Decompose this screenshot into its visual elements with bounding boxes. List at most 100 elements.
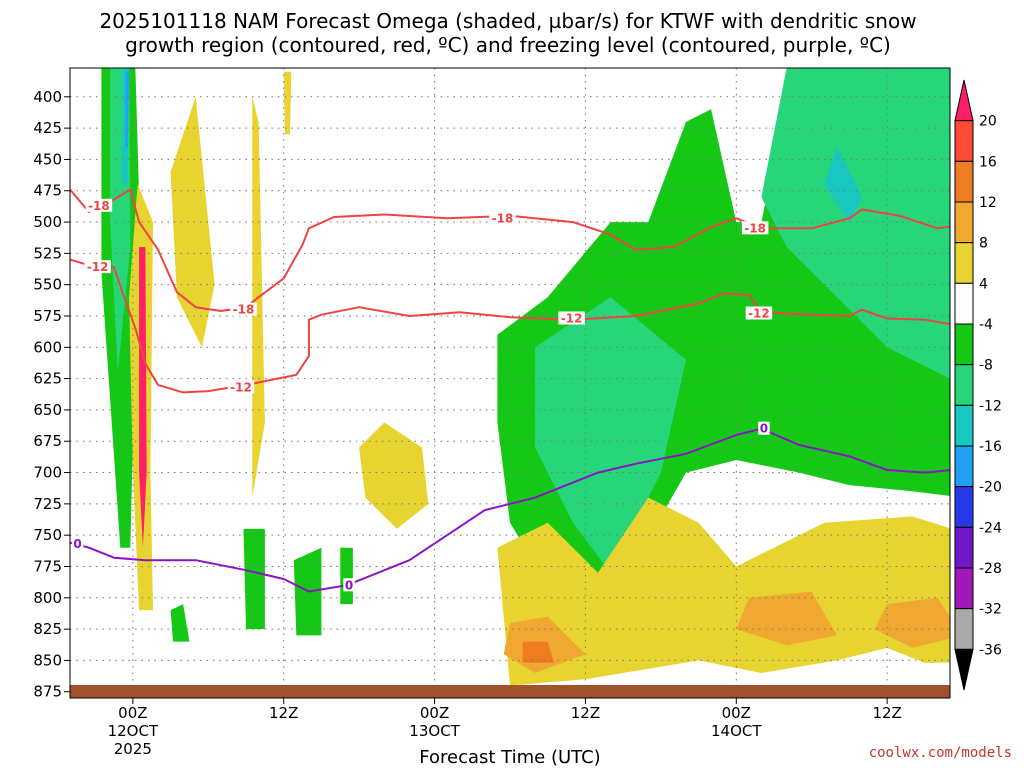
- colorbar-segment: [954, 404, 974, 447]
- contour-label: -12: [558, 311, 585, 325]
- chart-title-line-2: growth region (contoured, red, ºC) and f…: [125, 33, 891, 57]
- colorbar-label: -24: [979, 520, 1002, 536]
- contour-label: -18: [230, 302, 257, 317]
- y-tick-label: 675: [33, 432, 62, 450]
- colorbar-label: 4: [979, 276, 988, 292]
- svg-text:-12: -12: [87, 260, 109, 274]
- omega-region-21: [736, 591, 837, 646]
- omega-region-22: [874, 597, 950, 648]
- contour-label: -12: [745, 306, 773, 320]
- freezing-level-contour: [70, 427, 950, 593]
- y-tick-label: 425: [33, 119, 62, 137]
- y-tick-label: 775: [33, 557, 62, 575]
- colorbar-segment: [954, 120, 974, 162]
- x-tick-label: 00Z: [722, 704, 751, 722]
- colorbar-segment: [954, 79, 974, 122]
- colorbar-segment: [954, 526, 974, 569]
- omega-region-16: [535, 297, 686, 573]
- omega-region-12: [340, 547, 353, 605]
- x-tick-label: 12Z: [571, 704, 600, 722]
- colorbar-segment: [954, 648, 974, 691]
- y-tick-label: 700: [33, 464, 62, 482]
- omega-region-5: [139, 247, 147, 548]
- grid-lines: [70, 68, 950, 698]
- colorbar-label: -12: [979, 398, 1002, 414]
- colorbar-label: -20: [979, 480, 1002, 496]
- omega-region-18: [497, 497, 950, 686]
- plot-area: -18 -18 -18 -18 -12 -12 -12 -12 0 0 0: [70, 68, 950, 698]
- x-tick-date: 14OCT: [711, 722, 762, 740]
- colorbar-label: 8: [979, 236, 988, 252]
- y-tick-label: 625: [33, 370, 62, 388]
- svg-text:-12: -12: [230, 380, 252, 394]
- contour-label: -12: [84, 260, 111, 274]
- colorbar-segment: [954, 364, 974, 406]
- dgz-contour--12: [70, 258, 950, 394]
- x-tick-year: 2025: [114, 740, 152, 758]
- colorbar-label: 12: [979, 195, 997, 211]
- omega-region-20: [522, 641, 554, 663]
- svg-text:-18: -18: [744, 221, 766, 235]
- colorbar-segment: [954, 445, 974, 488]
- contour-label: 0: [71, 536, 84, 551]
- y-tick-label: 575: [33, 307, 62, 325]
- contour-lines: -18 -18 -18 -18 -12 -12 -12 -12 0 0 0: [70, 188, 950, 593]
- y-tick-label: 800: [33, 589, 62, 607]
- y-tick-label: 825: [33, 620, 62, 638]
- y-tick-label: 400: [33, 88, 62, 106]
- contour-label: 0: [758, 421, 770, 436]
- omega-region-10: [243, 528, 265, 630]
- svg-text:-12: -12: [748, 306, 770, 320]
- x-tick-date: 12OCT: [108, 722, 159, 740]
- colorbar-label: -36: [979, 642, 1002, 658]
- chart-title-line-1: 2025101118 NAM Forecast Omega (shaded, µ…: [99, 9, 916, 33]
- omega-region-17: [824, 146, 862, 223]
- omega-region-15: [761, 68, 950, 379]
- y-tick-label: 525: [33, 244, 62, 262]
- ground-surface: [70, 685, 950, 698]
- omega-region-3: [125, 71, 130, 147]
- colorbar: 20 16 12 8 4 -4 -8 -12 -16 -20 -24 -28 -32 -36: [954, 79, 1002, 691]
- y-tick-label: 875: [33, 683, 62, 701]
- colorbar-segment: [954, 323, 974, 366]
- y-tick-label: 475: [33, 182, 62, 200]
- x-tick-label: 12Z: [269, 704, 298, 722]
- credit-text: coolwx.com/models: [869, 745, 1012, 761]
- colorbar-segment: [954, 567, 974, 610]
- colorbar-label: 16: [979, 154, 997, 170]
- contour-label: -18: [85, 198, 113, 213]
- colorbar-segment: [954, 608, 974, 650]
- colorbar-label: -8: [979, 358, 993, 374]
- svg-text:0: 0: [760, 422, 768, 436]
- y-tick-label: 725: [33, 495, 62, 513]
- y-tick-label: 550: [33, 276, 62, 294]
- svg-text:0: 0: [345, 578, 353, 592]
- y-tick-label: 450: [33, 150, 62, 168]
- contour-label: -18: [741, 221, 769, 235]
- svg-text:-18: -18: [233, 303, 255, 317]
- omega-region-9: [359, 422, 429, 529]
- colorbar-segment: [954, 282, 974, 325]
- y-axis: 400 425 450 475 500 525 550 575 600 625 650 675 700 7…: [33, 88, 70, 701]
- colorbar-label: -28: [979, 561, 1002, 577]
- colorbar-segment: [954, 160, 974, 203]
- plot-frame: [69, 67, 951, 699]
- y-tick-label: 650: [33, 401, 62, 419]
- contour-label: -12: [227, 380, 255, 394]
- svg-text:0: 0: [73, 537, 81, 551]
- colorbar-label: -32: [979, 602, 1002, 618]
- omega-region-8: [283, 71, 292, 135]
- y-tick-label: 750: [33, 526, 62, 544]
- colorbar-label: 20: [979, 114, 997, 130]
- colorbar-label: -4: [979, 317, 993, 333]
- colorbar-segment: [954, 486, 974, 528]
- y-tick-label: 500: [33, 213, 62, 231]
- svg-text:-12: -12: [561, 311, 583, 325]
- svg-text:-18: -18: [492, 211, 514, 225]
- x-axis-label: Forecast Time (UTC): [419, 747, 600, 768]
- contour-label: 0: [343, 578, 355, 592]
- svg-text:-18: -18: [88, 199, 110, 213]
- contour-label: -18: [489, 211, 516, 225]
- x-tick-label: 00Z: [118, 704, 147, 722]
